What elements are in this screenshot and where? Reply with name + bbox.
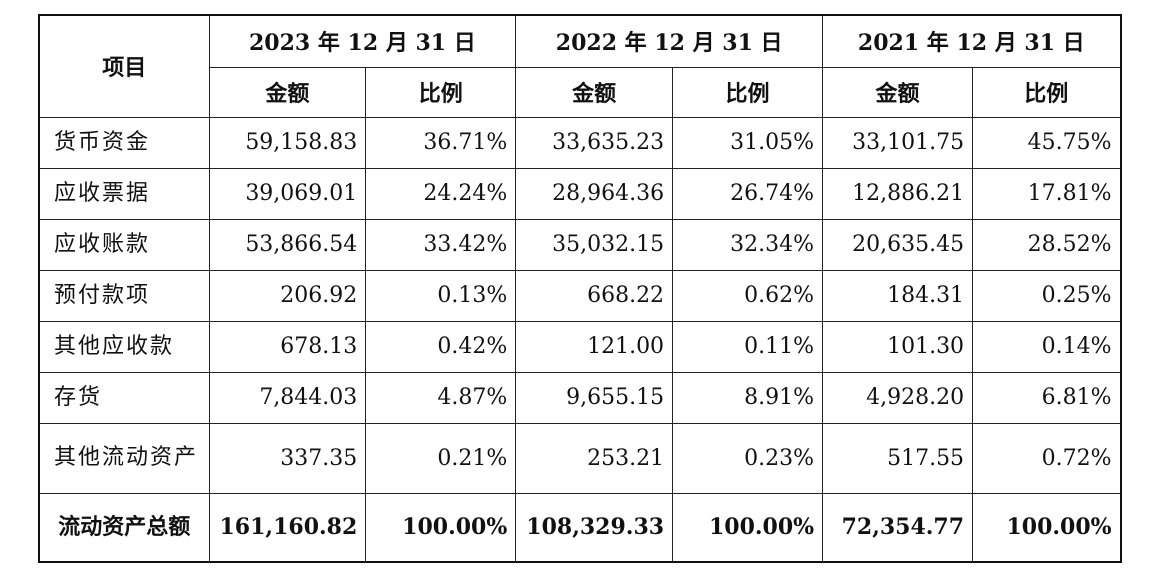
amount-cell: 35,032.15 xyxy=(515,218,674,271)
total-row: 流动资产总额 161,160.82 100.00% 108,329.33 100… xyxy=(38,492,1122,563)
ratio-cell: 0.25% xyxy=(972,269,1122,322)
row-label: 货币资金 xyxy=(38,116,210,169)
ratio-cell: 17.81% xyxy=(972,167,1122,220)
ratio-cell: 0.14% xyxy=(972,320,1122,373)
amount-cell: 206.92 xyxy=(208,269,367,322)
amount-cell: 517.55 xyxy=(822,422,974,494)
total-ratio-cell: 100.00% xyxy=(972,492,1122,563)
row-label: 其他应收款 xyxy=(38,320,210,373)
ratio-cell: 0.11% xyxy=(672,320,824,373)
amount-cell: 101.30 xyxy=(822,320,974,373)
row-label: 应收账款 xyxy=(38,218,210,271)
period-header-2022: 2022 年 12 月 31 日 xyxy=(515,14,824,68)
total-label: 流动资产总额 xyxy=(38,492,210,563)
amount-cell: 668.22 xyxy=(515,269,674,322)
row-label: 预付款项 xyxy=(38,269,210,322)
ratio-cell: 32.34% xyxy=(672,218,824,271)
amount-cell: 12,886.21 xyxy=(822,167,974,220)
ratio-cell: 0.42% xyxy=(365,320,517,373)
ratio-cell: 36.71% xyxy=(365,116,517,169)
amount-header-2021: 金额 xyxy=(822,66,974,118)
amount-cell: 4,928.20 xyxy=(822,371,974,424)
total-amount-cell: 72,354.77 xyxy=(822,492,974,563)
amount-cell: 20,635.45 xyxy=(822,218,974,271)
row-label: 其他流动资产 xyxy=(38,422,210,494)
financial-table-container: 项目 2023 年 12 月 31 日 2022 年 12 月 31 日 202… xyxy=(38,14,1122,563)
table-row: 应收账款 53,866.54 33.42% 35,032.15 32.34% 2… xyxy=(38,218,1122,271)
ratio-cell: 24.24% xyxy=(365,167,517,220)
row-label: 存货 xyxy=(38,371,210,424)
total-amount-cell: 108,329.33 xyxy=(515,492,674,563)
amount-cell: 59,158.83 xyxy=(208,116,367,169)
table-row: 应收票据 39,069.01 24.24% 28,964.36 26.74% 1… xyxy=(38,167,1122,220)
ratio-cell: 8.91% xyxy=(672,371,824,424)
total-ratio-cell: 100.00% xyxy=(672,492,824,563)
ratio-cell: 0.62% xyxy=(672,269,824,322)
current-assets-table: 项目 2023 年 12 月 31 日 2022 年 12 月 31 日 202… xyxy=(38,14,1122,563)
ratio-cell: 0.13% xyxy=(365,269,517,322)
ratio-cell: 0.21% xyxy=(365,422,517,494)
amount-header-2022: 金额 xyxy=(515,66,674,118)
period-header-2021: 2021 年 12 月 31 日 xyxy=(822,14,1122,68)
amount-cell: 28,964.36 xyxy=(515,167,674,220)
ratio-cell: 4.87% xyxy=(365,371,517,424)
ratio-cell: 33.42% xyxy=(365,218,517,271)
amount-cell: 121.00 xyxy=(515,320,674,373)
amount-cell: 7,844.03 xyxy=(208,371,367,424)
table-row: 存货 7,844.03 4.87% 9,655.15 8.91% 4,928.2… xyxy=(38,371,1122,424)
amount-cell: 33,635.23 xyxy=(515,116,674,169)
row-label: 应收票据 xyxy=(38,167,210,220)
table-row: 货币资金 59,158.83 36.71% 33,635.23 31.05% 3… xyxy=(38,116,1122,169)
item-header: 项目 xyxy=(38,14,210,118)
table-row: 其他流动资产 337.35 0.21% 253.21 0.23% 517.55 … xyxy=(38,422,1122,494)
amount-cell: 253.21 xyxy=(515,422,674,494)
amount-cell: 184.31 xyxy=(822,269,974,322)
ratio-cell: 28.52% xyxy=(972,218,1122,271)
amount-cell: 39,069.01 xyxy=(208,167,367,220)
total-ratio-cell: 100.00% xyxy=(365,492,517,563)
amount-cell: 33,101.75 xyxy=(822,116,974,169)
table-row: 其他应收款 678.13 0.42% 121.00 0.11% 101.30 0… xyxy=(38,320,1122,373)
ratio-header-2023: 比例 xyxy=(365,66,517,118)
amount-cell: 678.13 xyxy=(208,320,367,373)
ratio-cell: 31.05% xyxy=(672,116,824,169)
amount-cell: 337.35 xyxy=(208,422,367,494)
ratio-cell: 45.75% xyxy=(972,116,1122,169)
ratio-header-2022: 比例 xyxy=(672,66,824,118)
ratio-cell: 6.81% xyxy=(972,371,1122,424)
period-header-2023: 2023 年 12 月 31 日 xyxy=(208,14,517,68)
ratio-cell: 26.74% xyxy=(672,167,824,220)
amount-header-2023: 金额 xyxy=(208,66,367,118)
total-amount-cell: 161,160.82 xyxy=(208,492,367,563)
ratio-header-2021: 比例 xyxy=(972,66,1122,118)
table-row: 预付款项 206.92 0.13% 668.22 0.62% 184.31 0.… xyxy=(38,269,1122,322)
ratio-cell: 0.23% xyxy=(672,422,824,494)
ratio-cell: 0.72% xyxy=(972,422,1122,494)
amount-cell: 53,866.54 xyxy=(208,218,367,271)
amount-cell: 9,655.15 xyxy=(515,371,674,424)
